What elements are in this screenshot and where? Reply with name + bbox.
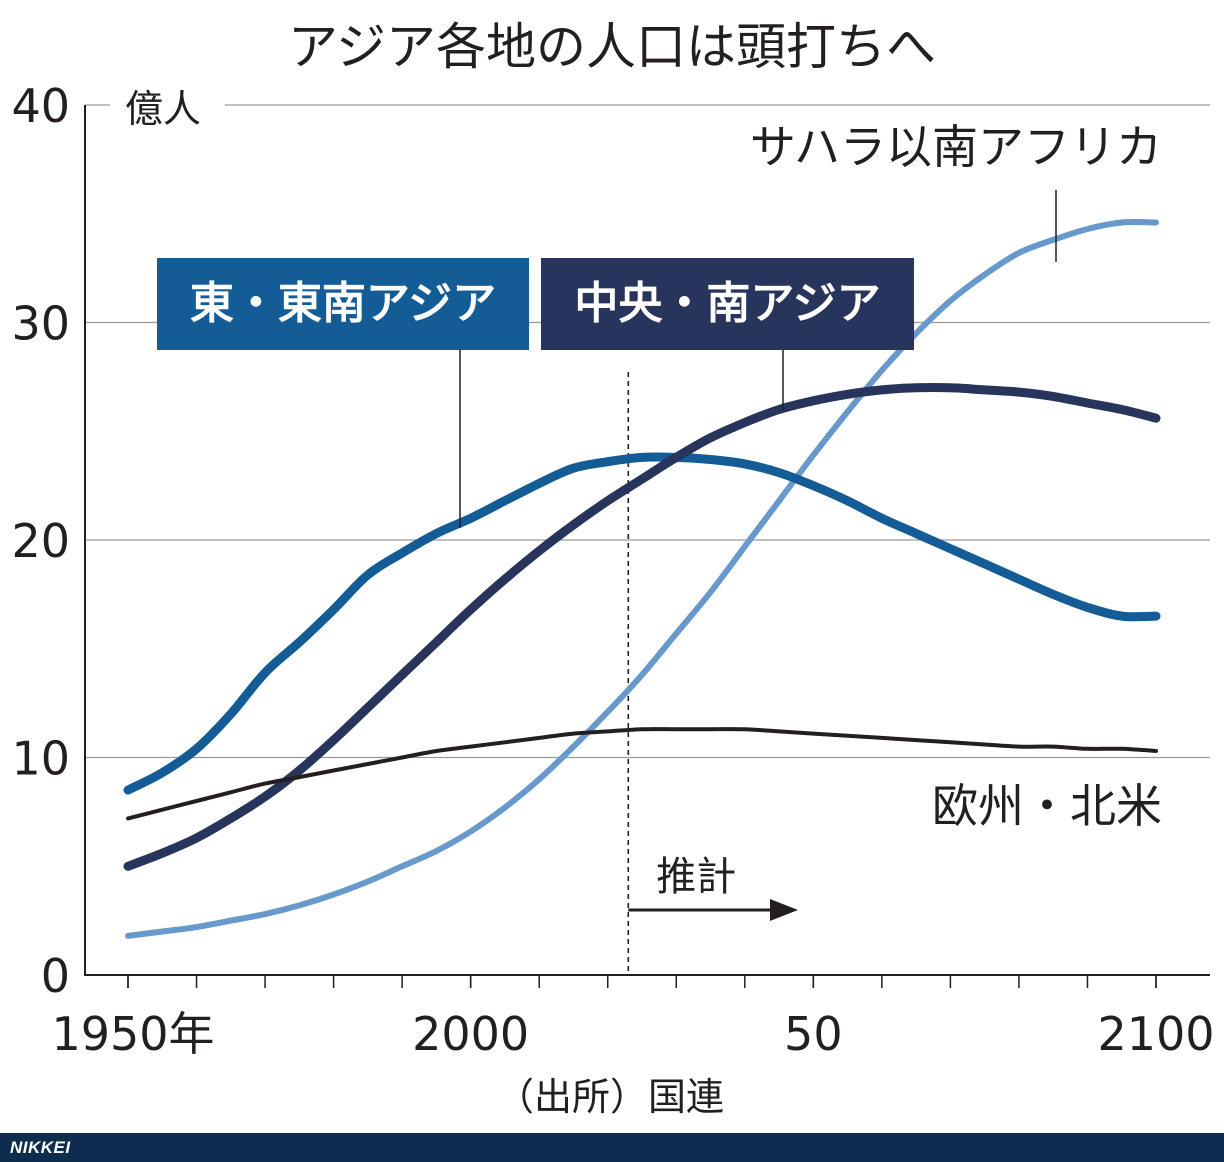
series-label-box <box>541 258 914 350</box>
footer-bar: NIKKEI <box>0 1133 1224 1162</box>
y-axis: 0 10 20 30 40 <box>11 79 86 1003</box>
projection-arrow-head <box>770 899 798 921</box>
series-lines <box>123 219 1161 939</box>
series-line-sub-saharan-africa <box>125 219 1159 939</box>
source-note: （出所）国連 <box>496 1075 724 1119</box>
grid-lines <box>85 104 1210 759</box>
series-label: 欧州・北米 <box>932 779 1162 833</box>
x-tick-label: 50 <box>784 1007 843 1061</box>
y-tick-label: 40 <box>11 79 70 133</box>
y-tick-label: 0 <box>41 949 70 1003</box>
series-line-central-south-asia <box>123 383 1161 871</box>
y-axis-unit: 億人 <box>125 87 201 131</box>
series-label: 中央・南アジア <box>574 278 880 329</box>
x-axis: 1950年 2000 50 2100 <box>51 974 1215 1061</box>
brand-logo: NIKKEI <box>10 1138 71 1157</box>
y-tick-label: 20 <box>11 514 70 568</box>
chart-title: アジア各地の人口は頭打ちへ <box>288 18 936 76</box>
y-tick-label: 30 <box>11 297 70 351</box>
x-tick-label: 1950年 <box>51 1007 214 1061</box>
projection-marker: 推計 <box>627 372 798 975</box>
series-label-box <box>157 258 529 350</box>
x-tick-label: 2100 <box>1097 1007 1214 1061</box>
projection-label: 推計 <box>656 854 736 900</box>
series-label: 東・東南アジア <box>190 278 496 329</box>
y-tick-label: 10 <box>11 732 70 786</box>
x-tick-label: 2000 <box>412 1007 529 1061</box>
series-line-europe-north-america <box>126 727 1158 821</box>
series-line-east-southeast-asia <box>123 452 1161 795</box>
series-label: サハラ以南アフリカ <box>750 120 1162 174</box>
